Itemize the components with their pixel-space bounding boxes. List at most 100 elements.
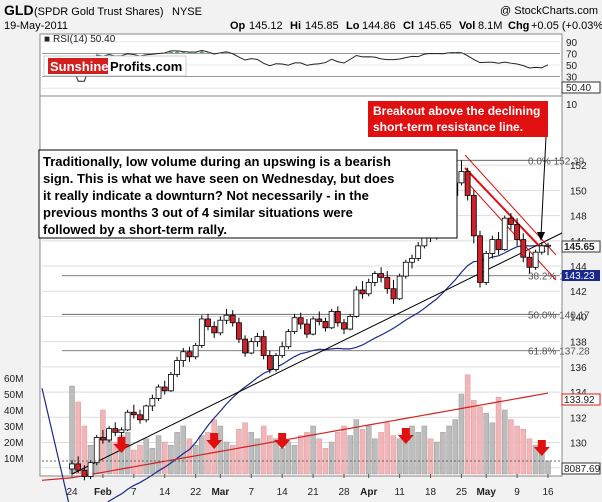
candle: [464, 167, 471, 201]
price-tick-label: 144: [570, 262, 587, 273]
ticker-name: (SPDR Gold Trust Shares): [34, 6, 164, 18]
volume-bar: [273, 438, 279, 475]
volume-bar: [310, 425, 316, 475]
candle-body: [532, 251, 539, 268]
candle-body: [260, 336, 267, 356]
header-bg: [0, 0, 602, 34]
candle-body: [297, 317, 304, 325]
last-price: 145.65: [564, 242, 595, 253]
volume-arrows: [113, 428, 550, 456]
candle: [304, 318, 310, 338]
price-tick-label: 136: [570, 363, 587, 374]
rsi-tick-label: 70: [566, 49, 578, 60]
volume-bar: [347, 435, 353, 475]
candle-body: [248, 341, 255, 354]
candle: [285, 329, 292, 350]
candle: [365, 278, 372, 297]
candle: [161, 380, 168, 395]
candle-body: [291, 317, 298, 332]
candle: [508, 213, 514, 230]
price-tick-label: 132: [570, 413, 587, 424]
candle-body: [205, 318, 211, 327]
volume-bar: [180, 425, 187, 475]
candle: [353, 286, 360, 318]
volume-bar: [514, 425, 520, 475]
volume-bars: [69, 374, 551, 475]
volume-bar: [464, 374, 471, 475]
volume-bar: [328, 441, 335, 475]
volume-tick-label: 20M: [4, 438, 23, 449]
candle: [322, 317, 329, 332]
sunshine-logo: Sunshine Profits .com: [43, 55, 187, 77]
volume-bar: [384, 422, 391, 475]
candle-body: [341, 322, 347, 330]
candle-body: [545, 244, 551, 247]
candle-body: [285, 331, 292, 348]
candle-body: [266, 355, 273, 370]
candle: [458, 160, 465, 186]
logo-profits: Profits: [110, 59, 151, 74]
candle: [297, 312, 304, 330]
volume-bar: [495, 396, 502, 475]
volume-bar: [341, 425, 347, 475]
candle-body: [495, 239, 502, 251]
comment-line-4: previous months 3 out of 4 similar situa…: [43, 205, 353, 220]
candle-body: [254, 336, 261, 343]
fib-label: 0.0% 152.39: [528, 156, 585, 167]
candle: [236, 317, 242, 343]
volume-tag-value: 8087.69: [564, 464, 601, 475]
change-value: +0.05 (+0.03%): [531, 20, 602, 32]
x-tick-label: Mar: [211, 487, 229, 498]
volume-bar: [285, 441, 292, 475]
candle-body: [137, 414, 143, 421]
candle-body: [143, 405, 150, 421]
candle-body: [81, 469, 88, 477]
candle: [143, 404, 150, 423]
candle-body: [69, 463, 75, 470]
candle: [254, 332, 261, 347]
comment-box: Traditionally, low volume during an upsw…: [38, 149, 458, 239]
volume-bar: [471, 400, 477, 475]
comment-line-3: it really indicate a downturn? Not neces…: [43, 188, 369, 203]
volume-bar: [501, 409, 508, 475]
x-tick-label: 9: [514, 487, 520, 498]
candle-body: [174, 360, 180, 375]
candle: [130, 404, 137, 419]
candle-body: [526, 256, 533, 268]
candle-body: [372, 273, 378, 283]
candle: [359, 281, 366, 299]
candle: [69, 460, 75, 476]
candle: [192, 342, 199, 360]
candle-body: [304, 323, 310, 335]
candle: [186, 346, 193, 362]
logo-com: .com: [152, 59, 182, 74]
candle: [75, 456, 82, 473]
volume-bar: [396, 438, 403, 475]
volume-bar: [192, 444, 199, 475]
candle: [137, 409, 143, 424]
candlesticks: [69, 160, 551, 481]
high-value: 145.85: [305, 20, 339, 32]
rsi-line: [71, 49, 549, 82]
candle: [310, 316, 316, 336]
volume-value: 8.1M: [478, 20, 502, 32]
candle-body: [236, 322, 242, 340]
high-label: Hi: [290, 20, 301, 32]
volume-tick-label: 10M: [4, 454, 23, 465]
candle: [545, 242, 551, 256]
price-tick-label: 150: [570, 186, 587, 197]
fib-label: 61.8% 137.28: [528, 347, 590, 358]
ticker: GLD: [4, 2, 34, 18]
volume-bar: [236, 428, 242, 475]
candle: [495, 232, 502, 255]
candle-body: [75, 463, 82, 471]
open-value: 145.12: [249, 20, 283, 32]
candle-body: [273, 355, 279, 370]
low-value: 144.86: [362, 20, 396, 32]
volume-bar: [304, 432, 310, 475]
x-tick-label: 25: [456, 487, 468, 498]
candle-body: [155, 386, 162, 399]
candle: [477, 230, 483, 288]
volume-bar: [458, 393, 465, 475]
